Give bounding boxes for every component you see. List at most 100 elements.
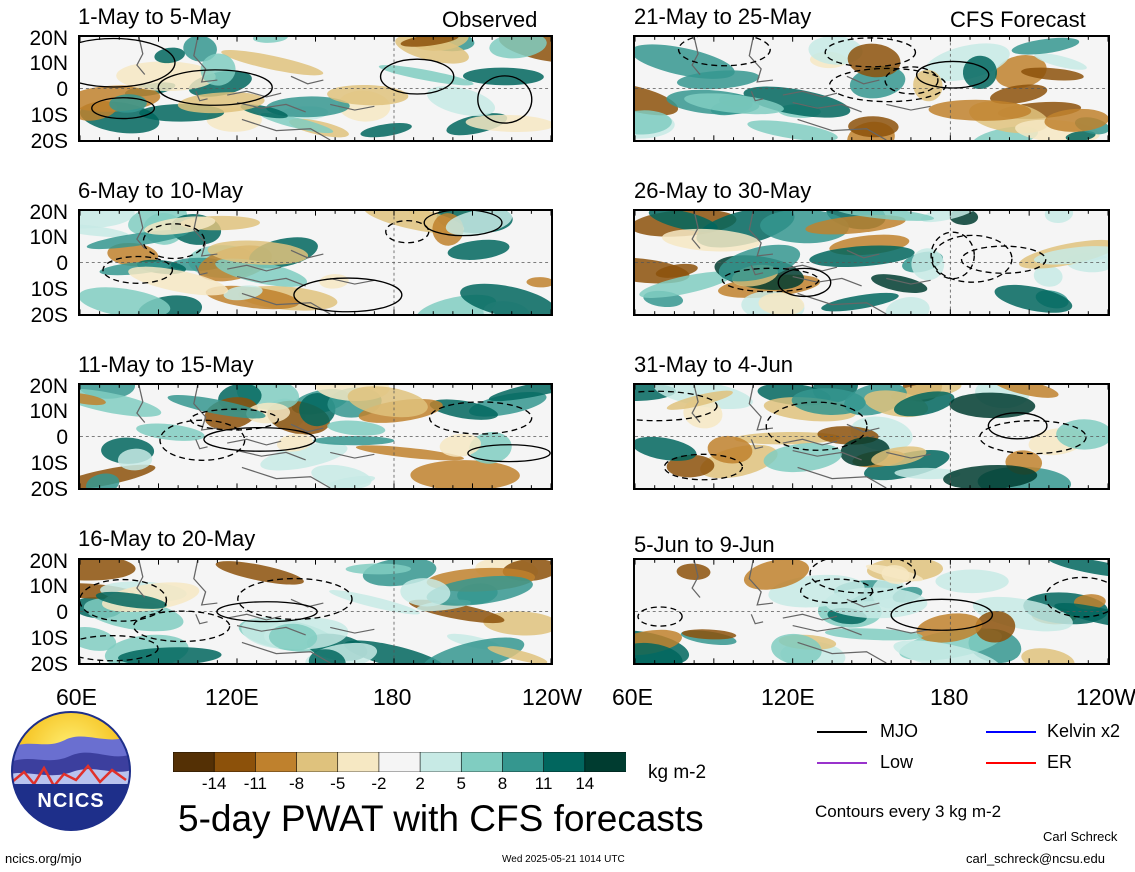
lat-label: 10S bbox=[30, 627, 68, 650]
moist-anomaly bbox=[80, 627, 117, 651]
dry-anomaly bbox=[655, 263, 698, 278]
moist-anomaly bbox=[1033, 246, 1108, 265]
mjo-contour bbox=[237, 577, 353, 621]
lat-label: 10N bbox=[29, 575, 68, 598]
moist-anomaly bbox=[167, 395, 266, 419]
map-panel-obs-3 bbox=[78, 383, 553, 490]
moist-anomaly bbox=[489, 37, 547, 59]
moist-anomaly bbox=[426, 575, 533, 606]
panel-title-obs-4: 16-May to 20-May bbox=[78, 526, 256, 551]
moist-anomaly bbox=[943, 464, 1038, 488]
colorbar-tick-label: -14 bbox=[201, 774, 227, 793]
legend-label-er: ER bbox=[1047, 752, 1073, 772]
moist-anomaly bbox=[962, 55, 998, 90]
dry-anomaly bbox=[347, 386, 428, 418]
moist-anomaly bbox=[266, 96, 350, 118]
mjo-contour bbox=[80, 578, 168, 622]
lat-label: 20S bbox=[30, 478, 68, 501]
moist-anomaly bbox=[252, 37, 288, 43]
mjo-contour bbox=[80, 635, 159, 662]
lat-label: 10S bbox=[30, 278, 68, 301]
mjo-contour bbox=[824, 37, 917, 68]
mjo-contour bbox=[216, 601, 318, 623]
moist-anomaly bbox=[260, 442, 348, 471]
dry-anomaly bbox=[355, 445, 464, 461]
panel-title-obs-2: 6-May to 10-May bbox=[78, 178, 244, 203]
mjo-contour bbox=[80, 37, 176, 88]
moist-anomaly bbox=[1034, 53, 1087, 70]
legend-swatch-er bbox=[986, 762, 1036, 764]
colorbar-tick-label: -11 bbox=[243, 774, 268, 793]
mjo-contour bbox=[159, 419, 246, 461]
coastline bbox=[691, 560, 931, 663]
colorbar-tick-label: -8 bbox=[288, 774, 305, 793]
mjo-contour bbox=[142, 223, 206, 260]
email[interactable]: carl_schreck@ncsu.edu bbox=[966, 851, 1105, 866]
panel-title-fc-4: 5-Jun to 9-Jun bbox=[634, 532, 775, 557]
pwat-field bbox=[80, 211, 551, 314]
moist-anomaly bbox=[791, 388, 866, 415]
mjo-contour bbox=[467, 444, 551, 463]
moist-anomaly bbox=[429, 399, 498, 420]
panel-title-obs-3: 11-May to 15-May bbox=[78, 352, 254, 377]
dry-anomaly bbox=[666, 390, 733, 410]
moist-anomaly bbox=[313, 435, 395, 446]
pwat-field bbox=[80, 37, 551, 140]
moist-anomaly bbox=[760, 211, 849, 244]
lon-label: 60E bbox=[612, 684, 653, 710]
site-link[interactable]: ncics.org/mjo bbox=[5, 851, 82, 866]
mjo-contour bbox=[477, 75, 533, 124]
moist-anomaly bbox=[639, 271, 733, 298]
colorbar-tick-label: 5 bbox=[456, 774, 466, 793]
moist-anomaly bbox=[118, 647, 222, 663]
moist-anomaly bbox=[447, 239, 510, 260]
lat-label: 0 bbox=[56, 78, 68, 101]
author: Carl Schreck bbox=[1043, 829, 1118, 844]
colorbar-tick-label: 8 bbox=[497, 774, 508, 793]
colorbar-swatch bbox=[255, 751, 298, 773]
moist-anomaly bbox=[718, 244, 801, 282]
dry-anomaly bbox=[221, 49, 324, 76]
moist-anomaly bbox=[648, 211, 718, 233]
pwat-field bbox=[635, 385, 1108, 488]
moist-anomaly bbox=[771, 633, 822, 663]
pwat-field bbox=[635, 211, 1108, 314]
moist-anomaly bbox=[684, 93, 784, 115]
mjo-contour bbox=[423, 211, 503, 237]
lat-label: 10N bbox=[29, 226, 68, 249]
moist-anomaly bbox=[86, 473, 120, 488]
moist-anomaly bbox=[885, 297, 930, 314]
mjo-contour bbox=[890, 598, 994, 631]
mjo-contour bbox=[102, 255, 174, 284]
lon-label: 120W bbox=[1076, 684, 1135, 710]
moist-anomaly bbox=[299, 393, 336, 427]
moist-anomaly bbox=[635, 436, 697, 461]
colorbar bbox=[172, 751, 627, 773]
colorbar-swatch bbox=[296, 751, 339, 773]
dry-anomaly bbox=[975, 610, 1016, 643]
legend-label-low: Low bbox=[880, 752, 914, 772]
dry-anomaly bbox=[681, 629, 737, 640]
dry-anomaly bbox=[995, 55, 1047, 89]
dry-anomaly bbox=[707, 435, 753, 464]
lat-label: 10S bbox=[30, 104, 68, 127]
coastline bbox=[691, 385, 931, 488]
logo-graphic bbox=[11, 711, 131, 831]
moist-anomaly bbox=[824, 628, 923, 641]
dry-anomaly bbox=[734, 431, 841, 445]
coastline bbox=[136, 385, 375, 488]
dry-anomaly bbox=[1021, 648, 1075, 663]
map-panel-fc-2 bbox=[633, 209, 1110, 316]
mjo-contour bbox=[799, 578, 874, 604]
legend-swatch-mjo bbox=[817, 731, 867, 733]
map-panel-fc-4 bbox=[633, 558, 1110, 665]
colorbar-swatch bbox=[172, 751, 215, 773]
coastline bbox=[691, 37, 931, 140]
colorbar-swatch bbox=[584, 751, 627, 773]
mjo-contour bbox=[203, 426, 317, 452]
dry-anomaly bbox=[661, 228, 760, 252]
colorbar-swatch bbox=[213, 751, 257, 773]
lat-label: 10S bbox=[30, 452, 68, 475]
moist-anomaly bbox=[894, 467, 961, 480]
coastline bbox=[136, 211, 375, 314]
